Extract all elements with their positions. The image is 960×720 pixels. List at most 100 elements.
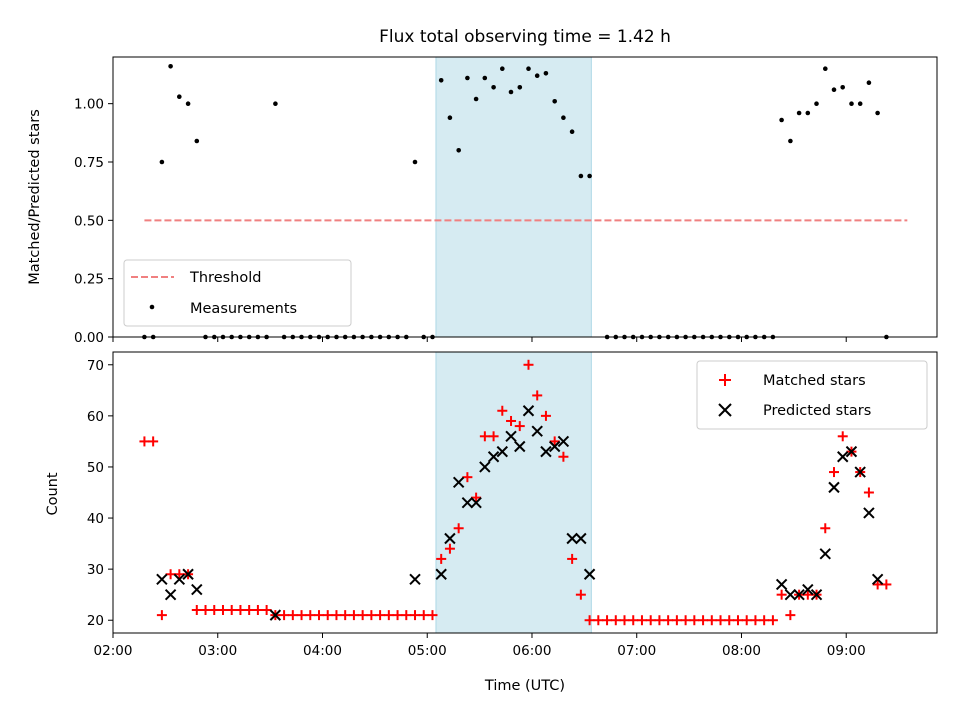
predicted-star-point (531, 425, 543, 437)
y-tick-label: 1.00 (74, 97, 104, 113)
legend-measurements-label: Measurements (190, 301, 297, 317)
measurement-point (788, 138, 793, 144)
matched-star-point (715, 615, 726, 626)
y-tick-label: 0.75 (74, 155, 104, 171)
matched-star-point (549, 436, 560, 447)
measurement-point (177, 94, 182, 99)
matched-star-point (636, 615, 647, 626)
top-x-ticks (112, 337, 847, 342)
predicted-star-point (863, 507, 875, 519)
y-tick-label: 60 (87, 409, 104, 425)
bottom-plot-frame (112, 351, 938, 634)
matched-star-point (820, 523, 831, 534)
matched-star-point (436, 553, 447, 564)
matched-star-point (305, 610, 316, 621)
predicted-star-point (470, 497, 482, 509)
measurement-point (508, 89, 514, 95)
measurement-point (526, 66, 531, 71)
matched-star-point (252, 605, 263, 616)
matched-star-point (671, 615, 682, 626)
matched-star-point (148, 436, 159, 447)
measurement-point (875, 110, 880, 116)
predicted-star-point (505, 430, 517, 443)
y-tick-label: 0.00 (74, 330, 104, 346)
legend-measurements-swatch (149, 304, 155, 310)
predicted-star-point (819, 548, 831, 560)
bottom-panel: 02:00 03:00 04:00 05:00 06:00 07:00 08:00 09:00… (45, 351, 938, 694)
y-tick-label: 30 (87, 562, 104, 578)
matched-star-point (593, 615, 604, 626)
matched-star-point (759, 615, 770, 626)
predicted-star-point (548, 440, 561, 453)
measurement-point (796, 110, 802, 116)
matched-star-point (287, 610, 298, 621)
matched-star-point (776, 589, 787, 600)
matched-star-point (226, 605, 237, 616)
predicted-star-point (810, 588, 823, 601)
matched-star-point (497, 405, 508, 416)
matched-star-point (217, 605, 228, 616)
measurement-point (517, 85, 523, 90)
bottom-band (435, 351, 592, 634)
measurement-point (534, 73, 540, 78)
measurement-point (569, 129, 575, 134)
matched-star-point (165, 569, 176, 580)
y-tick-label: 0.50 (74, 213, 104, 229)
top-legend-box (123, 259, 352, 327)
matched-star-point (296, 610, 307, 621)
matched-star-point (340, 610, 351, 621)
legend-predicted-label: Predicted stars (763, 403, 871, 419)
bottom-legend: Matched stars Predicted stars (696, 360, 928, 430)
predicted-star-point (557, 435, 570, 448)
predicted-star-point (452, 476, 465, 488)
matched-star-point (375, 610, 386, 621)
x-tick-label: 02:00 (94, 643, 133, 659)
predicted-star-point (409, 573, 421, 586)
matched-star-point (724, 615, 735, 626)
matched-star-point (872, 579, 883, 590)
predicted-star-point (479, 461, 491, 473)
y-tick-label: 50 (87, 460, 104, 476)
y-tick-label: 70 (87, 358, 104, 374)
matched-star-point (427, 610, 438, 621)
matched-star-point (348, 610, 359, 621)
y-tick-label: 0.25 (74, 272, 104, 288)
predicted-star-point (793, 588, 805, 601)
matched-star-point (191, 605, 202, 616)
measurement-point (543, 71, 549, 76)
measurement-point (447, 115, 453, 120)
measurement-point (849, 101, 854, 106)
measurement-point (587, 173, 592, 179)
predicted-star-point (566, 532, 578, 545)
bottom-y-axis-label: Count (45, 472, 61, 515)
predicted-star-point (575, 532, 587, 545)
measurement-point (456, 148, 462, 153)
top-y-axis-label: Matched/Predicted stars (27, 109, 43, 285)
matched-star-point (767, 615, 778, 626)
matched-star-point (558, 451, 569, 462)
matched-star-point (750, 615, 761, 626)
matched-star-point (706, 615, 717, 626)
predicted-star-point (496, 445, 509, 458)
matched-star-point (523, 359, 534, 370)
measurement-point (438, 78, 444, 83)
predicted-star-point (269, 609, 282, 621)
matched-star-point (881, 579, 892, 590)
matched-star-point (663, 615, 674, 626)
matched-star-point (488, 431, 499, 442)
chart-title: Flux total observing time = 1.42 h (379, 27, 671, 47)
measurement-point (273, 101, 278, 106)
predicted-star-point (191, 583, 203, 596)
measurement-point (412, 159, 418, 165)
matched-star-point (654, 615, 665, 626)
measurement-point (500, 66, 505, 71)
measurement-point (561, 115, 566, 120)
matched-star-point (366, 610, 377, 621)
matched-star-point (357, 610, 368, 621)
matched-star-point (200, 605, 211, 616)
predicted-star-point (540, 445, 552, 458)
measurement-point (482, 75, 488, 81)
predicted-star-point (583, 568, 596, 580)
measurement-point (831, 87, 837, 92)
